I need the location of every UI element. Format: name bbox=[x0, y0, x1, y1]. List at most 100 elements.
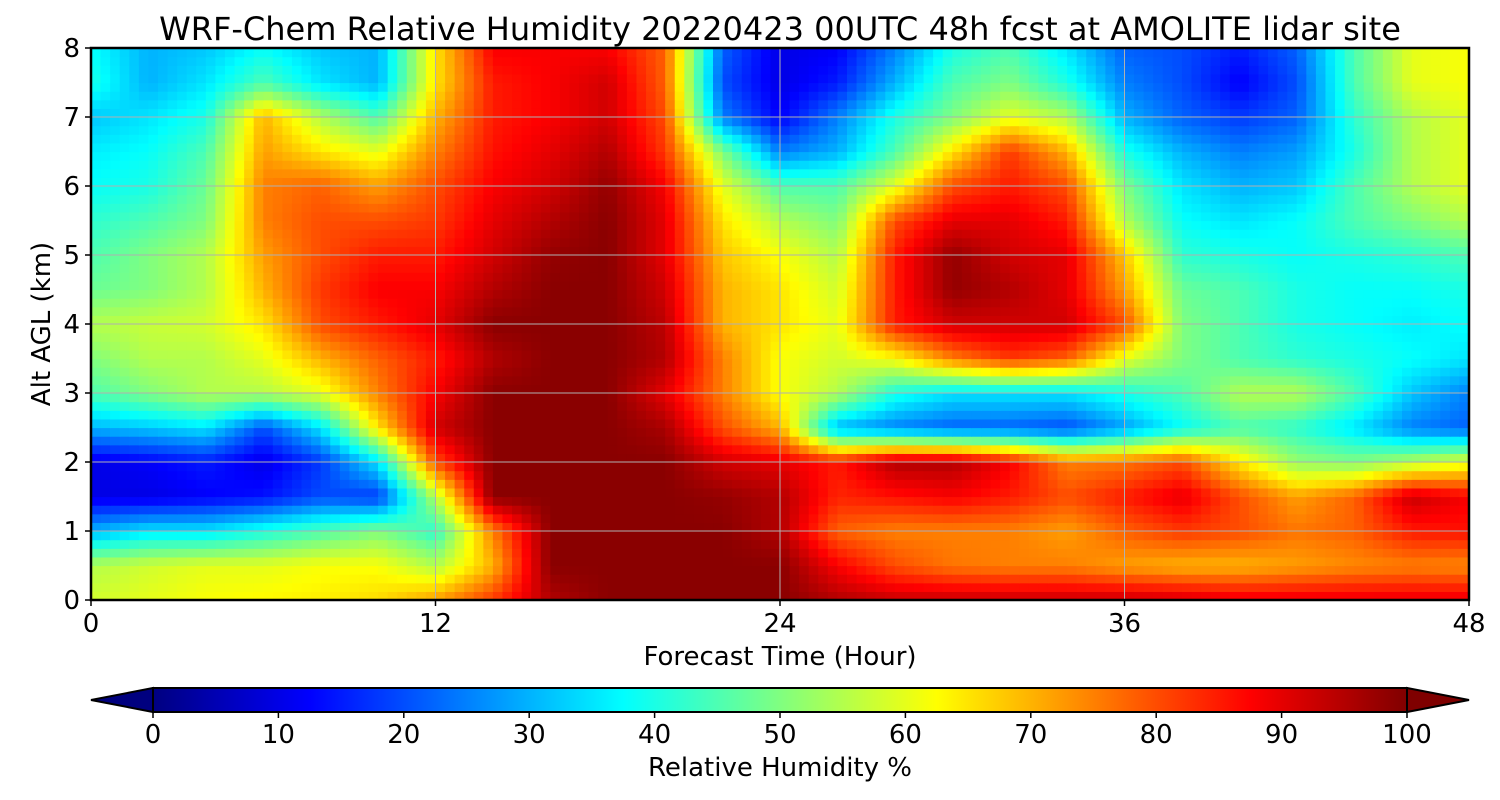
rh-cell bbox=[1449, 349, 1461, 360]
rh-cell bbox=[215, 582, 226, 592]
rh-cell bbox=[378, 505, 389, 515]
rh-cell bbox=[368, 341, 379, 351]
rh-cell bbox=[1449, 591, 1461, 600]
rh-cell bbox=[904, 332, 915, 342]
rh-cell bbox=[569, 470, 580, 480]
rh-cell bbox=[1402, 418, 1413, 429]
rh-cell bbox=[119, 479, 130, 489]
rh-cell bbox=[559, 487, 571, 498]
rh-cell bbox=[177, 505, 188, 515]
rh-cell bbox=[512, 462, 523, 472]
rh-cell bbox=[406, 324, 417, 334]
rh-cell bbox=[1124, 401, 1135, 411]
rh-cell bbox=[1229, 556, 1240, 567]
rh-cell bbox=[1325, 548, 1336, 558]
rh-cell bbox=[1325, 479, 1336, 489]
rh-cell bbox=[320, 393, 331, 403]
rh-cell bbox=[789, 341, 800, 351]
rh-cell bbox=[100, 487, 111, 498]
rh-cell bbox=[684, 453, 695, 463]
rh-cell bbox=[502, 522, 513, 532]
rh-cell bbox=[655, 505, 666, 515]
rh-cell bbox=[454, 574, 465, 584]
rh-cell bbox=[646, 470, 657, 480]
rh-cell bbox=[91, 556, 102, 567]
rh-cell bbox=[713, 513, 724, 523]
rh-cell bbox=[1440, 444, 1451, 454]
rh-cell bbox=[1191, 539, 1202, 549]
rh-cell bbox=[119, 487, 130, 498]
rh-cell bbox=[1143, 591, 1154, 600]
rh-cell bbox=[1306, 496, 1317, 506]
rh-cell bbox=[406, 496, 417, 506]
rh-cell bbox=[1086, 375, 1097, 385]
rh-cell bbox=[1201, 591, 1212, 600]
rh-cell bbox=[607, 298, 618, 308]
rh-cell bbox=[282, 393, 293, 403]
rh-cell bbox=[1421, 393, 1432, 403]
rh-cell bbox=[732, 444, 743, 454]
rh-cell bbox=[846, 367, 858, 377]
rh-cell bbox=[732, 332, 743, 342]
rh-cell bbox=[703, 315, 714, 325]
rh-cell bbox=[483, 436, 494, 446]
rh-cell bbox=[1430, 444, 1441, 454]
rh-cell bbox=[866, 349, 877, 360]
rh-cell bbox=[1057, 496, 1068, 506]
rh-cell bbox=[177, 298, 188, 308]
rh-cell bbox=[1086, 332, 1097, 342]
rh-cell bbox=[1277, 487, 1288, 498]
rh-cell bbox=[1335, 513, 1346, 523]
rh-cell bbox=[1095, 393, 1106, 403]
rh-cell bbox=[808, 513, 819, 523]
rh-cell bbox=[464, 332, 475, 342]
rh-cell bbox=[215, 487, 226, 498]
rh-cell bbox=[368, 513, 379, 523]
rh-cell bbox=[665, 513, 676, 523]
rh-cell bbox=[1239, 401, 1250, 411]
rh-cell bbox=[1124, 453, 1135, 463]
rh-cell bbox=[617, 332, 628, 342]
rh-cell bbox=[1134, 548, 1145, 558]
rh-cell bbox=[617, 479, 628, 489]
rh-cell bbox=[646, 487, 657, 498]
rh-cell bbox=[291, 375, 303, 385]
rh-cell bbox=[856, 324, 867, 334]
rh-cell bbox=[1114, 384, 1126, 394]
rh-cell bbox=[770, 410, 781, 420]
rh-cell bbox=[1459, 418, 1469, 429]
rh-cell bbox=[1373, 393, 1384, 403]
rh-cell bbox=[349, 367, 360, 377]
rh-cell bbox=[435, 548, 446, 558]
rh-cell bbox=[1268, 367, 1279, 377]
rh-cell bbox=[473, 349, 484, 360]
rh-cell bbox=[157, 522, 169, 532]
rh-cell bbox=[1124, 522, 1135, 532]
rh-cell bbox=[913, 462, 925, 472]
rh-cell bbox=[961, 375, 972, 385]
rh-cell bbox=[521, 522, 532, 532]
rh-cell bbox=[1153, 565, 1164, 575]
rh-cell bbox=[1402, 410, 1413, 420]
rh-cell bbox=[1430, 487, 1441, 498]
rh-cell bbox=[923, 582, 934, 592]
rh-cell bbox=[272, 513, 283, 523]
rh-cell bbox=[1430, 410, 1441, 420]
rh-cell bbox=[1411, 522, 1422, 532]
rh-cell bbox=[703, 574, 714, 584]
rh-cell bbox=[454, 324, 465, 334]
rh-cell bbox=[320, 358, 331, 368]
rh-cell bbox=[349, 539, 360, 549]
rh-cell bbox=[492, 375, 504, 385]
rh-cell bbox=[502, 298, 513, 308]
rh-cell bbox=[119, 470, 130, 480]
rh-cell bbox=[1277, 574, 1288, 584]
rh-cell bbox=[473, 418, 484, 429]
rh-cell bbox=[129, 349, 140, 360]
rh-cell bbox=[253, 496, 264, 506]
rh-cell bbox=[358, 324, 370, 334]
rh-cell bbox=[186, 410, 197, 420]
rh-cell bbox=[483, 384, 494, 394]
rh-cell bbox=[148, 393, 159, 403]
rh-cell bbox=[1392, 349, 1403, 360]
